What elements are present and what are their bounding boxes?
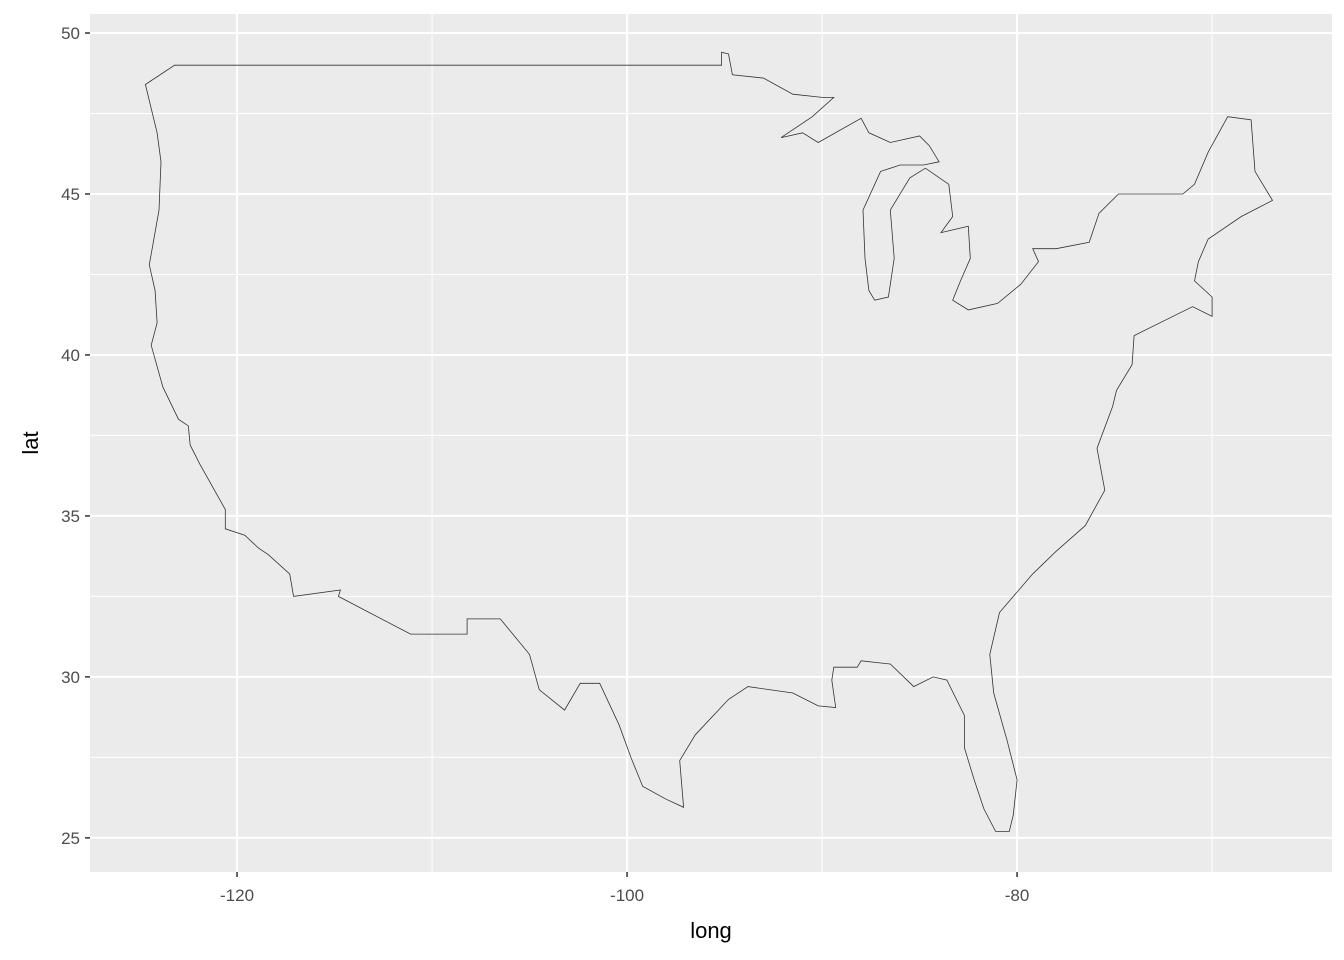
y-tick-label: 25: [61, 829, 80, 848]
x-tick-label: -120: [220, 886, 254, 905]
y-tick-label: 50: [61, 24, 80, 43]
y-tick-label: 40: [61, 346, 80, 365]
major-gridlines: [90, 14, 1332, 872]
x-tick-label: -80: [1005, 886, 1030, 905]
x-axis-title: long: [690, 918, 732, 943]
minor-gridlines: [90, 14, 1332, 872]
y-axis-title: lat: [18, 431, 43, 454]
plot-panel: [90, 14, 1332, 872]
x-tick-label: -100: [610, 886, 644, 905]
y-tick-label: 35: [61, 507, 80, 526]
y-tick-label: 30: [61, 668, 80, 687]
x-axis-ticks: -120 -100 -80: [220, 872, 1029, 905]
us-outline-polygon: [144, 51, 1274, 832]
y-tick-label: 45: [61, 185, 80, 204]
y-axis-ticks: 25 30 35 40 45 50: [61, 24, 90, 848]
